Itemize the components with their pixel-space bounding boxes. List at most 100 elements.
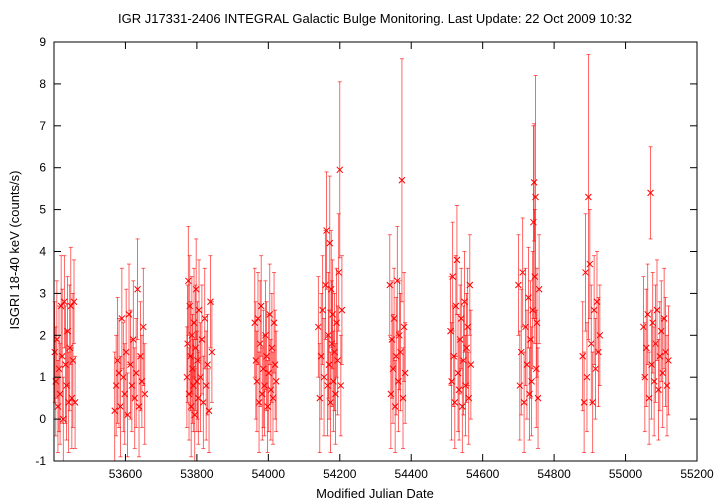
x-tick-label: 54400: [395, 467, 429, 481]
data-point: [460, 305, 467, 416]
data-point: [128, 339, 136, 433]
point-marker: [585, 193, 592, 201]
point-marker: [256, 340, 264, 348]
data-point: [316, 343, 324, 454]
data-point: [336, 81, 344, 259]
data-point: [193, 330, 201, 433]
point-marker: [580, 398, 588, 406]
point-marker: [118, 315, 126, 322]
point-marker: [648, 361, 655, 368]
data-point: [137, 301, 144, 412]
point-marker: [202, 382, 210, 389]
data-point: [641, 322, 649, 433]
point-marker: [124, 411, 131, 419]
y-tick-label: 1: [39, 370, 46, 384]
point-marker: [208, 348, 216, 356]
data-point: [141, 343, 149, 445]
data-point: [71, 355, 79, 449]
y-tick-label: 0: [39, 412, 46, 426]
point-marker: [466, 281, 474, 289]
data-point: [320, 318, 328, 437]
chart-title: IGR J17331-2406 INTEGRAL Galactic Bulge …: [118, 11, 632, 26]
data-point: [585, 54, 592, 340]
point-marker: [319, 306, 326, 314]
data-point: [590, 255, 598, 366]
data-point: [262, 280, 269, 391]
point-marker: [262, 331, 269, 339]
data-point: [656, 301, 664, 412]
point-marker: [528, 378, 535, 385]
point-marker: [128, 382, 136, 389]
point-marker: [201, 315, 209, 322]
data-point: [127, 309, 134, 420]
point-marker: [516, 382, 524, 389]
point-marker: [449, 273, 457, 280]
data-point: [400, 272, 408, 382]
point-marker: [55, 365, 63, 373]
y-tick-label: 8: [39, 77, 46, 91]
point-marker: [515, 281, 522, 289]
point-marker: [396, 331, 403, 339]
data-point: [324, 272, 332, 399]
point-marker: [141, 390, 149, 398]
point-marker: [192, 285, 200, 293]
data-point: [314, 276, 322, 378]
data-point: [327, 230, 335, 349]
data-point: [338, 255, 346, 366]
data-point: [70, 259, 78, 345]
data-point: [319, 255, 326, 366]
data-point: [456, 284, 464, 395]
point-marker: [530, 179, 538, 186]
data-point: [324, 334, 331, 437]
point-marker: [122, 348, 130, 356]
data-point: [463, 292, 470, 403]
point-marker: [326, 239, 334, 247]
point-marker: [138, 378, 146, 385]
point-marker: [334, 357, 341, 364]
point-marker: [453, 256, 461, 264]
y-tick-label: -1: [35, 454, 46, 468]
point-marker: [458, 403, 466, 410]
x-tick-label: 53600: [109, 467, 143, 481]
data-point: [583, 322, 591, 433]
point-marker: [57, 302, 65, 310]
point-marker: [590, 306, 598, 314]
point-marker: [134, 285, 141, 293]
data-point: [202, 330, 210, 441]
data-point: [397, 292, 404, 412]
data-point: [189, 313, 196, 424]
point-marker: [131, 394, 139, 402]
point-marker: [520, 398, 528, 406]
data-point: [129, 280, 137, 399]
point-marker: [401, 369, 409, 377]
point-marker: [456, 336, 464, 343]
point-marker: [391, 403, 399, 410]
point-marker: [325, 361, 333, 368]
point-marker: [114, 357, 121, 364]
data-point: [586, 209, 594, 319]
point-marker: [583, 373, 591, 381]
point-marker: [70, 298, 78, 306]
point-marker: [257, 302, 265, 310]
y-tick-label: 9: [39, 35, 46, 49]
data-point: [660, 267, 668, 370]
point-marker: [127, 361, 134, 368]
point-marker: [582, 269, 589, 276]
point-marker: [398, 176, 406, 184]
data-point: [662, 297, 669, 407]
point-marker: [659, 369, 667, 377]
point-marker: [641, 373, 649, 381]
data-point: [587, 284, 595, 403]
data-point: [657, 280, 665, 382]
y-tick-label: 5: [39, 203, 46, 217]
point-marker: [198, 336, 206, 343]
data-point: [467, 309, 475, 420]
point-marker: [71, 398, 79, 406]
point-marker: [650, 378, 658, 385]
point-marker: [586, 260, 594, 268]
data-point: [328, 280, 336, 407]
point-marker: [467, 361, 475, 368]
data-point: [201, 267, 209, 370]
data-point: [124, 372, 131, 458]
x-tick-label: 55000: [609, 467, 643, 481]
